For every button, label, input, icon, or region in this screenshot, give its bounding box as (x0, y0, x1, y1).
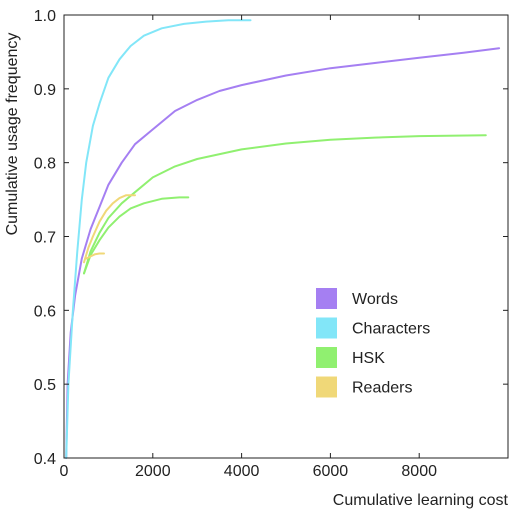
y-axis-title: Cumulative usage frequency (4, 33, 21, 236)
x-tick-label: 2000 (135, 463, 171, 480)
legend-swatch-words (316, 288, 337, 309)
legend-swatch-characters (316, 317, 337, 339)
x-tick-label: 6000 (313, 463, 349, 480)
x-tick-label: 0 (60, 463, 69, 480)
series-line-characters-1 (65, 19, 252, 459)
series-line-hsk-3 (83, 196, 190, 275)
y-tick-label: 1.0 (34, 8, 56, 25)
y-tick-label: 0.9 (34, 82, 56, 99)
legend-swatch-readers (316, 376, 337, 398)
y-tick-label: 0.6 (34, 303, 56, 320)
plot-frame (63, 14, 509, 459)
y-tick-label: 0.8 (34, 156, 56, 173)
y-tick-label: 0.5 (34, 377, 56, 394)
legend-label-hsk: HSK (352, 350, 385, 367)
series-layer (65, 19, 501, 459)
series-line-readers-5 (85, 252, 105, 260)
ticks-layer: 0 2000 4000 6000 8000 0.4 0.5 0.6 0.7 0.8 0.9 1.0 (34, 8, 508, 480)
legend: Words Characters HSK Readers (316, 288, 430, 398)
series-line-readers-4 (83, 194, 136, 264)
y-tick-label: 0.4 (34, 451, 56, 468)
x-axis-title: Cumulative learning cost (333, 492, 509, 509)
legend-swatch-hsk (316, 347, 337, 368)
x-tick-label: 4000 (224, 463, 260, 480)
series-line-hsk-2 (83, 134, 487, 275)
legend-label-words: Words (352, 291, 398, 308)
legend-label-characters: Characters (352, 321, 430, 338)
series-line-words-0 (65, 47, 501, 459)
x-tick-label: 8000 (401, 463, 437, 480)
y-tick-label: 0.7 (34, 230, 56, 247)
legend-label-readers: Readers (352, 380, 412, 397)
